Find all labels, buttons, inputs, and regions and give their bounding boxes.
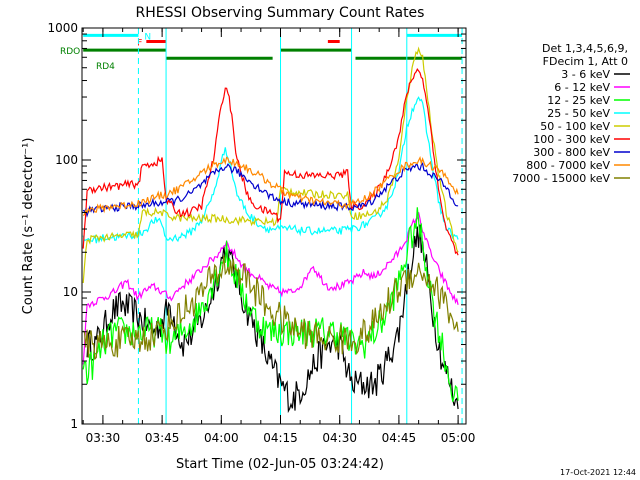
legend-entry-label: 100 - 300 keV	[533, 133, 610, 146]
x-tick-label: 04:30	[322, 431, 357, 445]
legend-entry-label: 7000 - 15000 keV	[512, 172, 610, 185]
legend-entry-label: 800 - 7000 keV	[526, 159, 610, 172]
legend: Det 1,3,4,5,6,9,FDecim 1, Att 03 - 6 keV…	[512, 42, 630, 185]
chart-title: RHESSI Observing Summary Count Rates	[136, 5, 425, 21]
legend-entry-label: 50 - 100 keV	[540, 120, 610, 133]
legend-header-line: Det 1,3,4,5,6,9,	[542, 42, 628, 55]
legend-header-line: FDecim 1, Att 0	[543, 55, 628, 68]
y-tick-label: 1	[70, 417, 78, 431]
series-line	[82, 212, 459, 365]
y-axis-label: Count Rate (s⁻¹ detector⁻¹)	[21, 138, 36, 315]
x-tick-label: 04:45	[382, 431, 417, 445]
x-tick-label: 03:45	[145, 431, 180, 445]
x-tick-label: 04:15	[263, 431, 298, 445]
x-tick-label: 03:30	[86, 431, 121, 445]
y-axis: 1 10 100 1000	[47, 21, 466, 431]
series-line	[82, 46, 459, 284]
series-line	[82, 162, 459, 218]
x-axis: 03:30 03:45 04:00 04:15 04:30 04:45 05:00	[82, 28, 476, 445]
plot-frame	[81, 27, 467, 425]
flag-bar-label: F	[137, 39, 142, 49]
series-line	[82, 255, 459, 361]
flag-bars: NF RDO RD4	[60, 32, 463, 72]
x-tick-label: 05:00	[441, 431, 476, 445]
series-line	[82, 68, 459, 256]
legend-entry-label: 6 - 12 keV	[554, 81, 610, 94]
y-tick-label: 100	[55, 153, 78, 167]
series-line	[86, 224, 459, 414]
legend-entry-label: 3 - 6 keV	[561, 68, 610, 81]
series-line	[82, 96, 459, 244]
date-stamp: 17-Oct-2021 12:44	[560, 468, 636, 477]
x-tick-label: 04:00	[204, 431, 239, 445]
series-line	[82, 155, 459, 216]
legend-entry-label: 25 - 50 keV	[547, 107, 610, 120]
legend-entry-label: 12 - 25 keV	[547, 94, 610, 107]
flag-bar-label: RDO	[60, 47, 80, 57]
y-tick-label: 10	[63, 285, 78, 299]
flag-bar-label: RD4	[96, 62, 115, 72]
y-tick-label: 1000	[47, 21, 78, 35]
legend-entry-label: 300 - 800 keV	[533, 146, 610, 159]
series-line	[82, 207, 459, 402]
plot-area	[82, 46, 459, 414]
x-axis-label: Start Time (02-Jun-05 03:24:42)	[176, 457, 384, 472]
flag-bar-label: N	[144, 32, 151, 42]
